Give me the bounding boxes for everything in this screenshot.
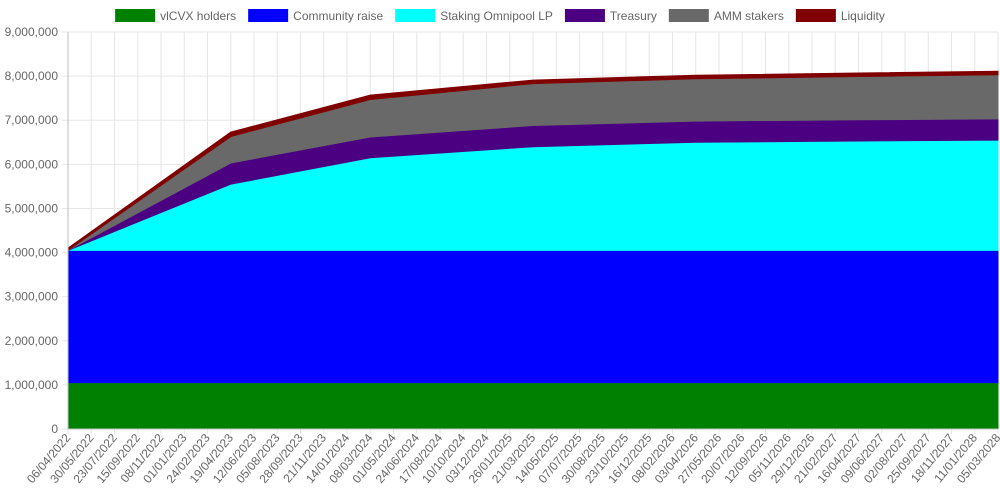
y-tick-label: 3,000,000 — [5, 290, 59, 304]
y-tick-label: 8,000,000 — [5, 69, 59, 83]
y-tick-label: 2,000,000 — [5, 334, 59, 348]
legend-label: Staking Omnipool LP — [440, 9, 553, 23]
y-tick-label: 7,000,000 — [5, 113, 59, 127]
series-area-liquidity[interactable] — [67, 70, 999, 252]
legend[interactable]: vlCVX holders Community raise Staking Omni… — [115, 9, 885, 23]
series-area-vlcvx-holders[interactable] — [67, 382, 999, 430]
legend-label: Treasury — [610, 9, 657, 23]
legend-item-liquidity[interactable]: Liquidity — [795, 9, 885, 23]
legend-swatch — [115, 9, 156, 22]
legend-label: Liquidity — [841, 9, 885, 23]
legend-item-amm-stakers[interactable]: AMM stakers — [668, 9, 784, 23]
axes: 0 1,000,000 2,000,000 3,000,000 4,000,000 5,0… — [5, 25, 1000, 486]
y-tick-label: 4,000,000 — [5, 246, 59, 260]
y-tick-label: 1,000,000 — [5, 378, 59, 392]
legend-swatch — [248, 9, 289, 22]
series-area-community-raise[interactable] — [67, 249, 999, 384]
y-tick-label: 9,000,000 — [5, 25, 59, 39]
legend-item-staking-omnipool-lp[interactable]: Staking Omnipool LP — [395, 9, 553, 23]
legend-item-vlcvx-holders[interactable]: vlCVX holders — [115, 9, 236, 23]
legend-swatch — [795, 9, 836, 22]
legend-swatch — [564, 9, 605, 22]
y-tick-label: 0 — [51, 422, 58, 436]
legend-swatch — [395, 9, 436, 22]
legend-label: AMM stakers — [714, 9, 784, 23]
area-series — [67, 70, 999, 430]
legend-label: Community raise — [293, 9, 383, 23]
legend-label: vlCVX holders — [160, 9, 236, 23]
legend-item-community-raise[interactable]: Community raise — [248, 9, 384, 23]
y-tick-label: 6,000,000 — [5, 157, 59, 171]
legend-swatch — [668, 9, 709, 22]
y-tick-label: 5,000,000 — [5, 201, 59, 215]
legend-item-treasury[interactable]: Treasury — [564, 9, 657, 23]
